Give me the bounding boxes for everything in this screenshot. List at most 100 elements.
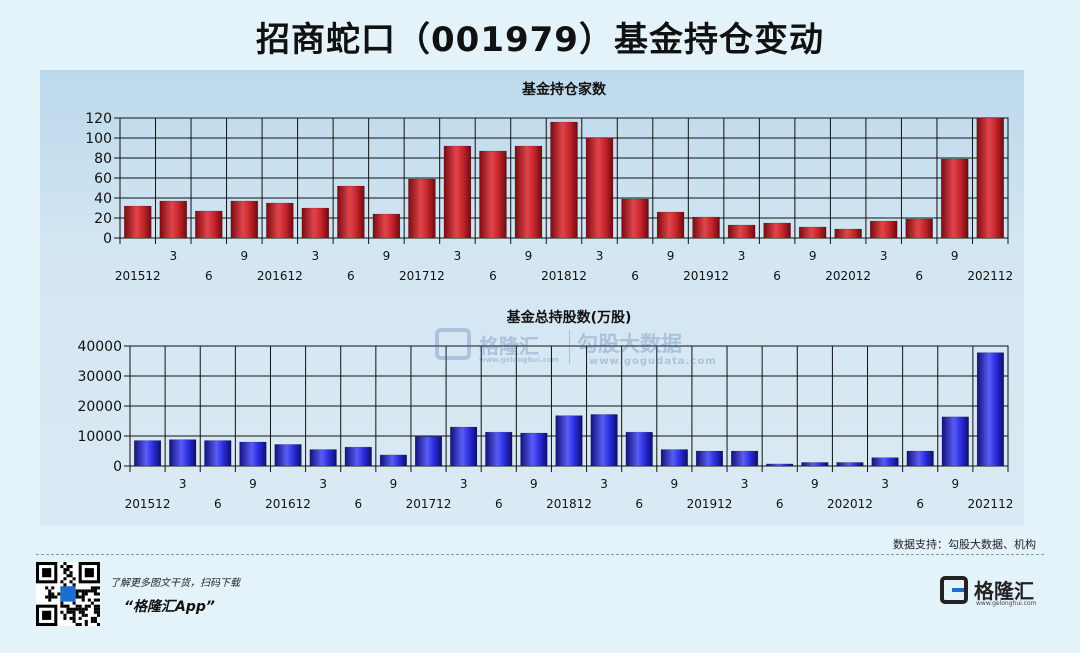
- x-tick-label: 201912: [687, 497, 733, 511]
- qr-module: [75, 604, 79, 608]
- x-tick-label: 202012: [827, 497, 873, 511]
- qr-module: [93, 604, 97, 608]
- brand-logo: 格隆汇 www.gelonghui.com: [940, 574, 1040, 610]
- bar: [309, 449, 337, 467]
- bar: [555, 415, 583, 467]
- brand-logo-text: 格隆汇: [974, 579, 1034, 603]
- watermark-brand-url: www.gelonghui.com: [479, 356, 559, 364]
- x-tick-label: 9: [390, 477, 398, 491]
- y-tick-label: 10000: [77, 429, 122, 445]
- chart-title: 基金总持股数(万股): [507, 309, 632, 326]
- x-tick-label: 3: [312, 249, 320, 263]
- footer-divider: [36, 554, 1044, 555]
- qr-module: [96, 592, 100, 596]
- qr-module: [69, 580, 73, 584]
- x-tick-label: 202112: [967, 269, 1013, 283]
- x-tick-label: 9: [240, 249, 248, 263]
- qr-module: [84, 619, 88, 623]
- bar: [514, 145, 543, 239]
- footer-tip: 了解更多图文干货，扫码下载: [110, 578, 240, 589]
- bar: [727, 224, 756, 239]
- qr-module: [93, 619, 97, 623]
- qr-module: [72, 616, 76, 620]
- qr-module: [69, 607, 73, 611]
- qr-module: [81, 598, 85, 602]
- x-tick-label: 3: [741, 477, 749, 491]
- chart-title: 基金持仓家数: [522, 81, 607, 98]
- qr-module: [48, 592, 52, 596]
- x-tick-label: 202112: [968, 497, 1014, 511]
- bar: [124, 205, 152, 239]
- qr-module: [93, 610, 97, 614]
- qr-module: [78, 589, 82, 593]
- holders-count-chart: 基金持仓家数 0 20 40 60 80 100 120 3 9 3 9 3 9 3 9 3 9 3 9 201512 6…: [85, 81, 1013, 283]
- brand-logo-url: www.gelonghui.com: [976, 600, 1037, 607]
- x-tick-label: 3: [596, 249, 604, 263]
- x-tick-label: 3: [319, 477, 327, 491]
- watermark: 格隆汇 www.gelonghui.com 勾股大数据 www.gogudata…: [435, 326, 735, 370]
- qr-module: [60, 565, 64, 569]
- x-tick-label: 201812: [546, 497, 592, 511]
- x-tick-label: 3: [880, 249, 888, 263]
- x-tick-label: 9: [809, 249, 817, 263]
- qr-module: [60, 604, 64, 608]
- bar: [695, 450, 724, 467]
- bar: [230, 200, 259, 239]
- bar: [656, 211, 685, 239]
- x-tick-label: 6: [916, 497, 924, 511]
- qr-module: [93, 607, 97, 611]
- bar: [906, 450, 934, 467]
- bar: [266, 202, 294, 239]
- qr-module: [90, 616, 94, 620]
- qr-module: [96, 613, 100, 617]
- x-tick-label: 3: [881, 477, 889, 491]
- qr-module: [87, 604, 91, 608]
- x-tick-label: 3: [169, 249, 177, 263]
- qr-module: [66, 604, 70, 608]
- y-tick-label: 80: [94, 151, 112, 167]
- qr-module: [81, 589, 85, 593]
- qr-module: [75, 607, 79, 611]
- qr-module: [66, 565, 70, 569]
- qr-module: [78, 610, 82, 614]
- qr-finder: [84, 568, 94, 578]
- bar: [520, 432, 548, 467]
- qr-module: [75, 622, 79, 626]
- bar: [274, 444, 302, 467]
- watermark-logo-icon: [435, 328, 471, 360]
- watermark-url: www.gogudata.com: [589, 356, 717, 367]
- bar: [195, 210, 223, 239]
- qr-module: [66, 610, 70, 614]
- qr-module: [63, 577, 67, 581]
- bar: [801, 462, 829, 467]
- watermark-divider: [569, 330, 570, 364]
- watermark-brand: 格隆汇: [479, 334, 539, 358]
- bar: [905, 218, 933, 239]
- qr-module: [78, 622, 82, 626]
- qr-module: [51, 586, 55, 590]
- qr-module: [90, 589, 94, 593]
- bar: [344, 446, 372, 467]
- qr-module: [63, 604, 67, 608]
- qr-module: [63, 616, 67, 620]
- qr-module: [72, 610, 76, 614]
- x-tick-label: 9: [383, 249, 391, 263]
- x-tick-label: 9: [951, 477, 959, 491]
- bar: [239, 441, 267, 467]
- qr-module: [54, 595, 58, 599]
- qr-module: [69, 574, 73, 578]
- bar: [301, 207, 330, 239]
- qr-module: [81, 613, 85, 617]
- x-tick-label: 201712: [399, 269, 445, 283]
- qr-module: [63, 568, 67, 572]
- qr-module: [57, 592, 61, 596]
- data-source: 数据支持：勾股大数据、机构: [893, 538, 1036, 551]
- qr-module: [81, 595, 85, 599]
- x-tick-label: 201612: [257, 269, 303, 283]
- x-tick-label: 201912: [683, 269, 729, 283]
- qr-module: [72, 583, 76, 587]
- x-tick-label: 201812: [541, 269, 587, 283]
- x-tick-label: 3: [738, 249, 746, 263]
- qr-module: [90, 586, 94, 590]
